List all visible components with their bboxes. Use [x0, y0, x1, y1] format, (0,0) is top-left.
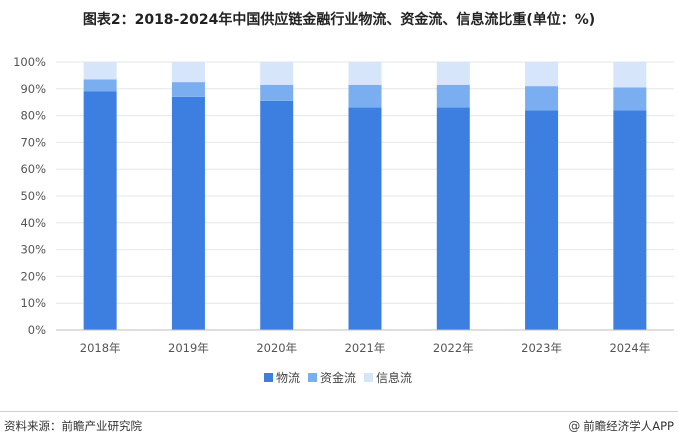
bar-segment	[260, 100, 294, 330]
bar-segment	[436, 107, 470, 330]
bar-segment	[348, 107, 382, 330]
y-tick-label: 20%	[20, 269, 46, 283]
stacked-bar-chart: 0% 10% 20% 30% 40% 50% 60% 70% 80% 90% 100% 2018年 20…	[13, 55, 674, 385]
x-tick-label: 2022年	[433, 341, 474, 355]
y-tick-label: 100%	[13, 55, 46, 69]
y-tick-label: 50%	[20, 189, 46, 203]
y-tick-label: 10%	[20, 296, 46, 310]
legend-swatch	[264, 373, 273, 382]
y-tick-label: 40%	[20, 216, 46, 230]
bar-segment	[171, 62, 205, 83]
x-tick-label: 2023年	[521, 341, 562, 355]
bar-segment	[260, 62, 294, 85]
bar-layer	[83, 62, 647, 331]
x-tick-label: 2019年	[168, 341, 209, 355]
legend: 物流 资金流 信息流	[264, 370, 412, 385]
bar-segment	[348, 84, 382, 108]
bar-segment	[436, 62, 470, 85]
bar-segment	[525, 110, 559, 331]
y-tick-label: 90%	[20, 82, 46, 96]
chart-title: 图表2：2018-2024年中国供应链金融行业物流、资金流、信息流比重(单位：%…	[82, 12, 596, 28]
bar-segment	[436, 84, 470, 108]
bar-segment	[83, 79, 117, 92]
brand-text: 前瞻经济学人APP	[583, 419, 674, 433]
bar-segment	[613, 87, 647, 111]
y-tick-label: 30%	[20, 243, 46, 257]
brand-credit: @ 前瞻经济学人APP	[568, 418, 674, 434]
y-tick-label: 80%	[20, 109, 46, 123]
bar-segment	[613, 110, 647, 331]
bar-segment	[83, 62, 117, 80]
bar-segment	[525, 86, 559, 111]
at-icon: @	[568, 419, 581, 433]
bar-segment	[525, 62, 559, 87]
y-tick-label: 70%	[20, 135, 46, 149]
bar-segment	[171, 82, 205, 97]
bar-segment	[613, 62, 647, 88]
legend-label: 资金流	[320, 370, 356, 385]
x-tick-label: 2020年	[256, 341, 297, 355]
bar-segment	[348, 62, 382, 85]
axis-layer: 0% 10% 20% 30% 40% 50% 60% 70% 80% 90% 100% 2018年 20…	[13, 55, 674, 355]
source-note: 资料来源：前瞻产业研究院	[4, 419, 142, 433]
bar-segment	[260, 84, 294, 101]
legend-swatch	[308, 373, 317, 382]
legend-label: 信息流	[376, 370, 412, 385]
bar-segment	[171, 96, 205, 330]
x-tick-label: 2018年	[80, 341, 121, 355]
y-tick-label: 0%	[28, 323, 46, 337]
legend-swatch	[364, 373, 373, 382]
legend-label: 物流	[276, 371, 300, 385]
x-tick-label: 2024年	[609, 341, 650, 355]
x-tick-label: 2021年	[345, 341, 386, 355]
bar-segment	[83, 91, 117, 330]
footer-divider	[0, 411, 678, 412]
y-tick-label: 60%	[20, 162, 46, 176]
